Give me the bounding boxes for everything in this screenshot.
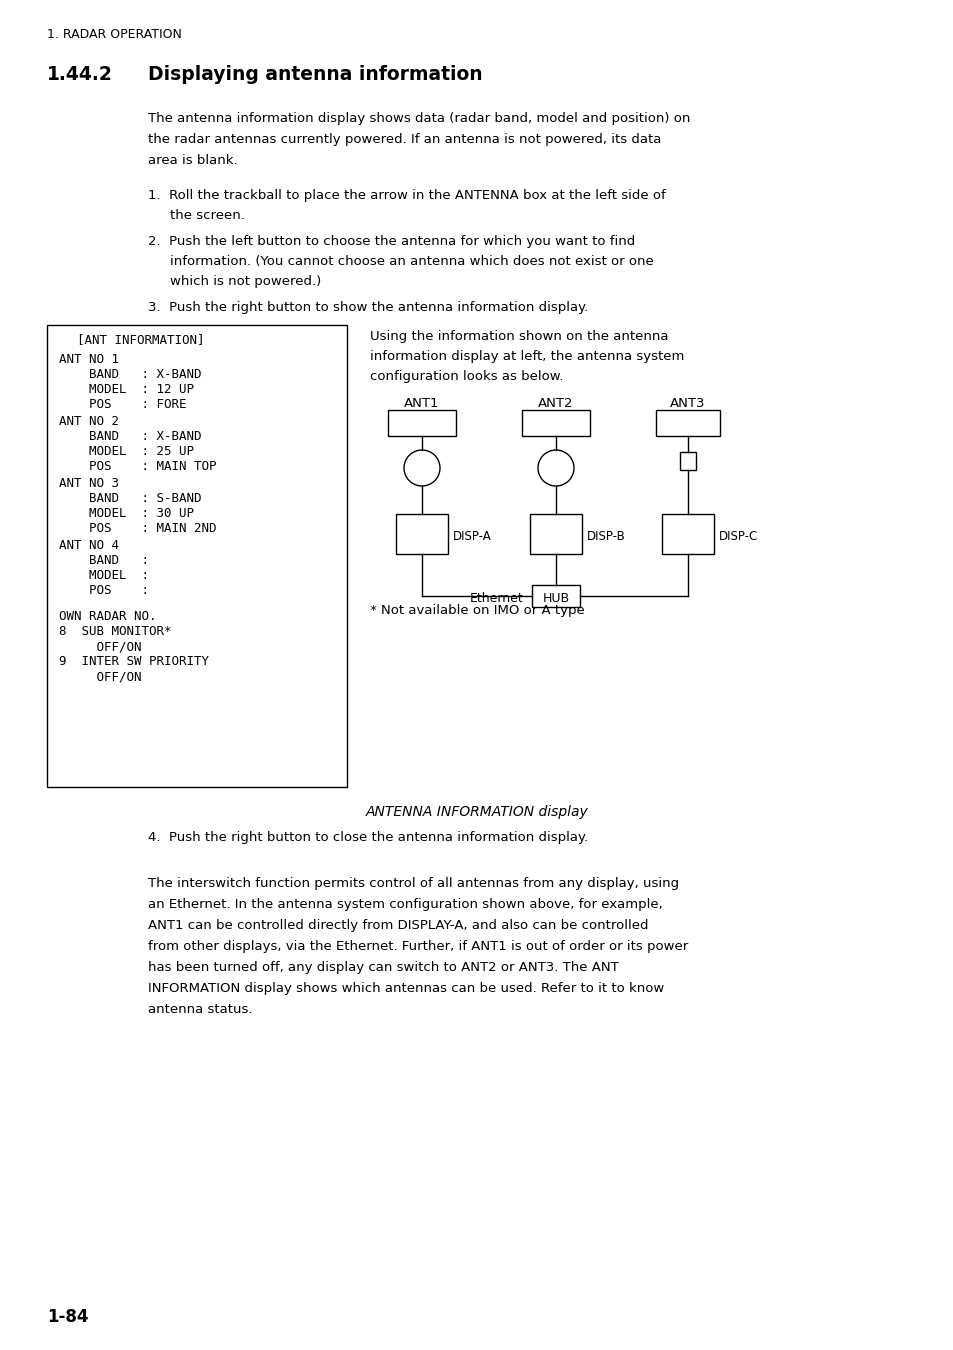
Text: the screen.: the screen. (170, 209, 245, 221)
Text: information display at left, the antenna system: information display at left, the antenna… (370, 350, 683, 363)
Ellipse shape (537, 450, 574, 486)
Text: HUB: HUB (542, 591, 569, 605)
Text: Displaying antenna information: Displaying antenna information (148, 65, 482, 84)
Text: ANT NO 3: ANT NO 3 (59, 477, 119, 490)
Text: Using the information shown on the antenna: Using the information shown on the anten… (370, 329, 668, 343)
Text: information. (You cannot choose an antenna which does not exist or one: information. (You cannot choose an anten… (170, 255, 653, 269)
Text: ANT2: ANT2 (537, 397, 573, 410)
Bar (388, 410, 456, 436)
Text: 8  SUB MONITOR*: 8 SUB MONITOR* (59, 625, 172, 639)
Text: 3.  Push the right button to show the antenna information display.: 3. Push the right button to show the ant… (148, 301, 588, 315)
Bar (679, 452, 696, 470)
Text: POS    : MAIN 2ND: POS : MAIN 2ND (59, 522, 216, 535)
Bar (47, 325, 347, 787)
Text: BAND   : S-BAND: BAND : S-BAND (59, 491, 201, 505)
Text: MODEL  :: MODEL : (59, 568, 149, 582)
Text: DISP-A: DISP-A (453, 529, 491, 543)
Text: 4.  Push the right button to close the antenna information display.: 4. Push the right button to close the an… (148, 832, 587, 844)
Bar (661, 514, 713, 554)
Text: * Not available on IMO or A type: * Not available on IMO or A type (370, 603, 584, 617)
Text: DISP-B: DISP-B (586, 529, 625, 543)
Text: INFORMATION display shows which antennas can be used. Refer to it to know: INFORMATION display shows which antennas… (148, 981, 663, 995)
Bar (656, 410, 720, 436)
Text: The antenna information display shows data (radar band, model and position) on: The antenna information display shows da… (148, 112, 690, 126)
Text: ANT NO 4: ANT NO 4 (59, 539, 119, 552)
Text: MODEL  : 30 UP: MODEL : 30 UP (59, 508, 193, 520)
Text: 1.  Roll the trackball to place the arrow in the ANTENNA box at the left side of: 1. Roll the trackball to place the arrow… (148, 189, 665, 202)
Text: BAND   :: BAND : (59, 554, 149, 567)
Text: DISP-C: DISP-C (719, 529, 758, 543)
Text: MODEL  : 25 UP: MODEL : 25 UP (59, 446, 193, 458)
Text: OFF/ON: OFF/ON (59, 640, 141, 653)
Text: configuration looks as below.: configuration looks as below. (370, 370, 563, 383)
Text: The interswitch function permits control of all antennas from any display, using: The interswitch function permits control… (148, 878, 679, 890)
Text: [ANT INFORMATION]: [ANT INFORMATION] (77, 333, 204, 346)
Text: BAND   : X-BAND: BAND : X-BAND (59, 431, 201, 443)
Text: the radar antennas currently powered. If an antenna is not powered, its data: the radar antennas currently powered. If… (148, 134, 660, 146)
Text: 2.  Push the left button to choose the antenna for which you want to find: 2. Push the left button to choose the an… (148, 235, 635, 248)
Text: 1. RADAR OPERATION: 1. RADAR OPERATION (47, 28, 182, 40)
Text: OWN RADAR NO.: OWN RADAR NO. (59, 610, 156, 622)
Ellipse shape (403, 450, 439, 486)
Text: ANT1 can be controlled directly from DISPLAY-A, and also can be controlled: ANT1 can be controlled directly from DIS… (148, 919, 648, 931)
Bar (532, 585, 579, 608)
Text: Ethernet: Ethernet (470, 591, 523, 605)
Text: area is blank.: area is blank. (148, 154, 237, 167)
Bar (395, 514, 448, 554)
Text: 1.44.2: 1.44.2 (47, 65, 112, 84)
Text: BAND   : X-BAND: BAND : X-BAND (59, 369, 201, 381)
Text: antenna status.: antenna status. (148, 1003, 253, 1017)
Text: ANT NO 1: ANT NO 1 (59, 352, 119, 366)
Text: which is not powered.): which is not powered.) (170, 275, 321, 288)
Bar (530, 514, 581, 554)
Text: has been turned off, any display can switch to ANT2 or ANT3. The ANT: has been turned off, any display can swi… (148, 961, 618, 973)
Text: ANT NO 2: ANT NO 2 (59, 414, 119, 428)
Text: MODEL  : 12 UP: MODEL : 12 UP (59, 383, 193, 396)
Text: ANTENNA INFORMATION display: ANTENNA INFORMATION display (365, 805, 588, 819)
Text: ANT3: ANT3 (670, 397, 705, 410)
Text: OFF/ON: OFF/ON (59, 670, 141, 683)
Text: ANT1: ANT1 (404, 397, 439, 410)
Bar (521, 410, 589, 436)
Text: 9  INTER SW PRIORITY: 9 INTER SW PRIORITY (59, 655, 209, 668)
Text: 1-84: 1-84 (47, 1308, 89, 1326)
Text: an Ethernet. In the antenna system configuration shown above, for example,: an Ethernet. In the antenna system confi… (148, 898, 662, 911)
Text: POS    : FORE: POS : FORE (59, 398, 186, 410)
Text: from other displays, via the Ethernet. Further, if ANT1 is out of order or its p: from other displays, via the Ethernet. F… (148, 940, 687, 953)
Text: POS    : MAIN TOP: POS : MAIN TOP (59, 460, 216, 472)
Text: POS    :: POS : (59, 585, 149, 597)
